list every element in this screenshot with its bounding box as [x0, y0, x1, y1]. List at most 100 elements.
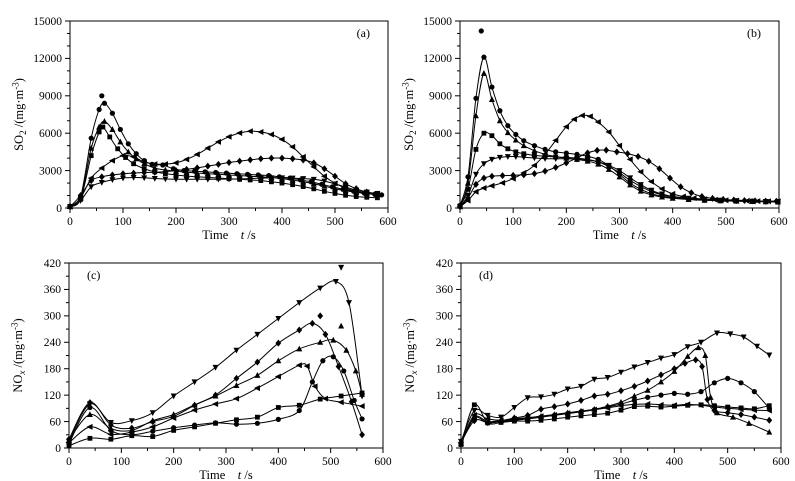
series-diamond-marker [98, 173, 105, 181]
series-triangle-up-marker [330, 336, 337, 343]
series-triangle-down-marker [754, 343, 760, 350]
series-triangle-down-marker [658, 355, 664, 362]
series-triangle-left-marker [550, 411, 557, 418]
series-triangle-left-marker [470, 411, 477, 418]
x-tick-label: 200 [558, 216, 576, 228]
series-triangle-left-marker [253, 385, 260, 392]
series-square-marker [481, 130, 487, 136]
series-triangle-left-marker [480, 185, 487, 192]
series-square-marker [269, 179, 274, 185]
panel-c-series-square-markers [66, 390, 365, 449]
panel-d-x-axis-title: Time t /s [594, 468, 648, 481]
y-tick-label: 6000 [429, 128, 452, 140]
series-triangle-left-marker [236, 129, 243, 136]
series-diamond-marker [489, 172, 495, 180]
series-square-marker [332, 191, 338, 196]
series-triangle-down-marker [317, 285, 324, 292]
series-square-marker [513, 149, 519, 155]
series-square-marker [115, 146, 121, 152]
series-triangle-down-marker [279, 175, 285, 182]
series-square-marker [671, 403, 677, 409]
series-triangle-down-marker [627, 175, 634, 182]
series-diamond-marker [730, 196, 737, 204]
series-triangle-down-marker [151, 175, 158, 182]
series-diamond-marker [682, 359, 688, 367]
x-tick-label: 500 [717, 216, 735, 228]
x-tick-label: 300 [220, 216, 238, 228]
series-circle-marker [531, 143, 538, 149]
series-triangle-down-marker [212, 364, 219, 371]
series-triangle-left-marker [484, 415, 491, 422]
panel-b-y-axis-title: SO2 /(mg·m-3) [401, 78, 419, 151]
panel-a-series [66, 93, 385, 211]
series-diamond-marker [751, 413, 758, 421]
series-circle-marker [359, 416, 365, 422]
series-square-marker [538, 417, 544, 423]
y-tick-label: 60 [442, 416, 454, 428]
series-triangle-left-marker [193, 151, 200, 158]
series-triangle-left-marker [232, 395, 240, 402]
y-tick-label: 9000 [429, 91, 452, 103]
series-diamond-marker [667, 174, 673, 182]
series-circle-marker [351, 397, 357, 404]
series-triangle-down-marker [578, 383, 584, 390]
series-triangle-up-marker [342, 187, 349, 194]
series-square-marker [525, 418, 531, 424]
series-square-marker [725, 404, 731, 410]
panel-c-series [65, 264, 366, 449]
series-triangle-down-marker [183, 176, 190, 183]
series-triangle-left-marker [274, 373, 281, 380]
series-circle-marker [101, 100, 108, 106]
series-triangle-left-marker [616, 142, 623, 149]
series-triangle-down-marker [321, 178, 328, 185]
series-circle-marker [685, 391, 691, 397]
series-triangle-down-marker [98, 179, 105, 186]
series-triangle-down-marker [659, 191, 666, 198]
series-square-marker [317, 396, 323, 402]
panel-d-series-triangle-up-markers [458, 344, 773, 447]
series-diamond-marker [473, 180, 479, 188]
series-triangle-down-marker [564, 386, 571, 393]
series-triangle-down-marker [296, 300, 303, 306]
series-diamond-marker [309, 319, 316, 327]
series-diamond-marker [671, 365, 678, 373]
series-diamond-marker [296, 326, 303, 334]
series-triangle-left-marker [472, 188, 479, 195]
series-circle-marker [473, 95, 479, 101]
series-circle-marker [738, 380, 744, 386]
y-tick-label: 12000 [423, 53, 452, 65]
series-diamond-marker [531, 170, 538, 178]
series-triangle-up-marker [658, 378, 664, 385]
x-tick-label: 500 [326, 216, 344, 228]
series-triangle-left-marker [570, 116, 577, 123]
series-circle-marker [542, 146, 548, 153]
series-triangle-left-marker [594, 118, 601, 125]
series-triangle-left-marker [604, 404, 611, 411]
series-diamond-marker [141, 168, 148, 176]
series-diamond-marker [618, 387, 624, 395]
y-tick-label: 60 [50, 416, 62, 428]
panel-c-series-triangle-down-markers [66, 264, 366, 445]
series-triangle-left-marker [509, 175, 516, 182]
panel-a-x-axis-title: Time t /s [202, 228, 256, 242]
series-triangle-up-marker [101, 118, 108, 124]
series-circle-marker [489, 84, 495, 90]
panel-c-tick-labels: 0 100 200 300 400 500 600 0 60 120 180 240 300 360 420 [44, 258, 392, 468]
series-triangle-left-marker [464, 197, 471, 204]
y-tick-label: 180 [436, 364, 454, 376]
series-triangle-up-marker [520, 142, 527, 149]
series-triangle-down-marker [714, 330, 720, 337]
y-tick-label: 240 [436, 337, 454, 349]
series-square-marker [131, 161, 136, 167]
x-tick-label: 100 [506, 456, 524, 468]
series-square-marker [338, 393, 344, 399]
series-triangle-down-marker [644, 360, 651, 366]
series-triangle-left-marker [669, 190, 676, 197]
series-circle-marker [309, 379, 315, 385]
series-diamond-marker [173, 167, 179, 175]
x-tick-label: 100 [113, 456, 131, 468]
series-triangle-down-marker [480, 161, 487, 168]
series-triangle-up-marker [310, 180, 317, 187]
series-square-marker [511, 418, 517, 424]
series-triangle-up-marker [170, 411, 177, 418]
